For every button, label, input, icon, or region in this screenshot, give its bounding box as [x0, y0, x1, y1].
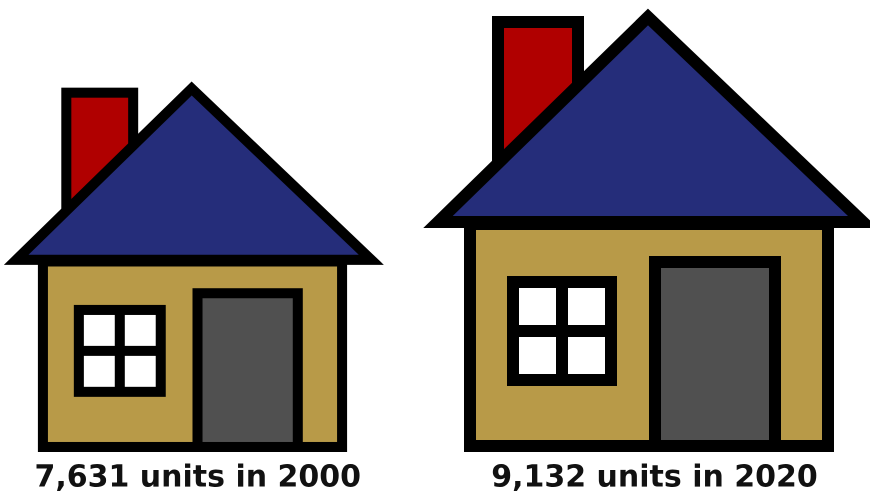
value-label: 7,631 units in 2000 [34, 460, 361, 495]
door [192, 288, 303, 452]
roof [423, 8, 870, 228]
house [3, 81, 384, 452]
roof [3, 81, 384, 265]
house [423, 8, 870, 452]
value-label: 9,132 units in 2020 [491, 460, 818, 495]
door [649, 256, 781, 452]
